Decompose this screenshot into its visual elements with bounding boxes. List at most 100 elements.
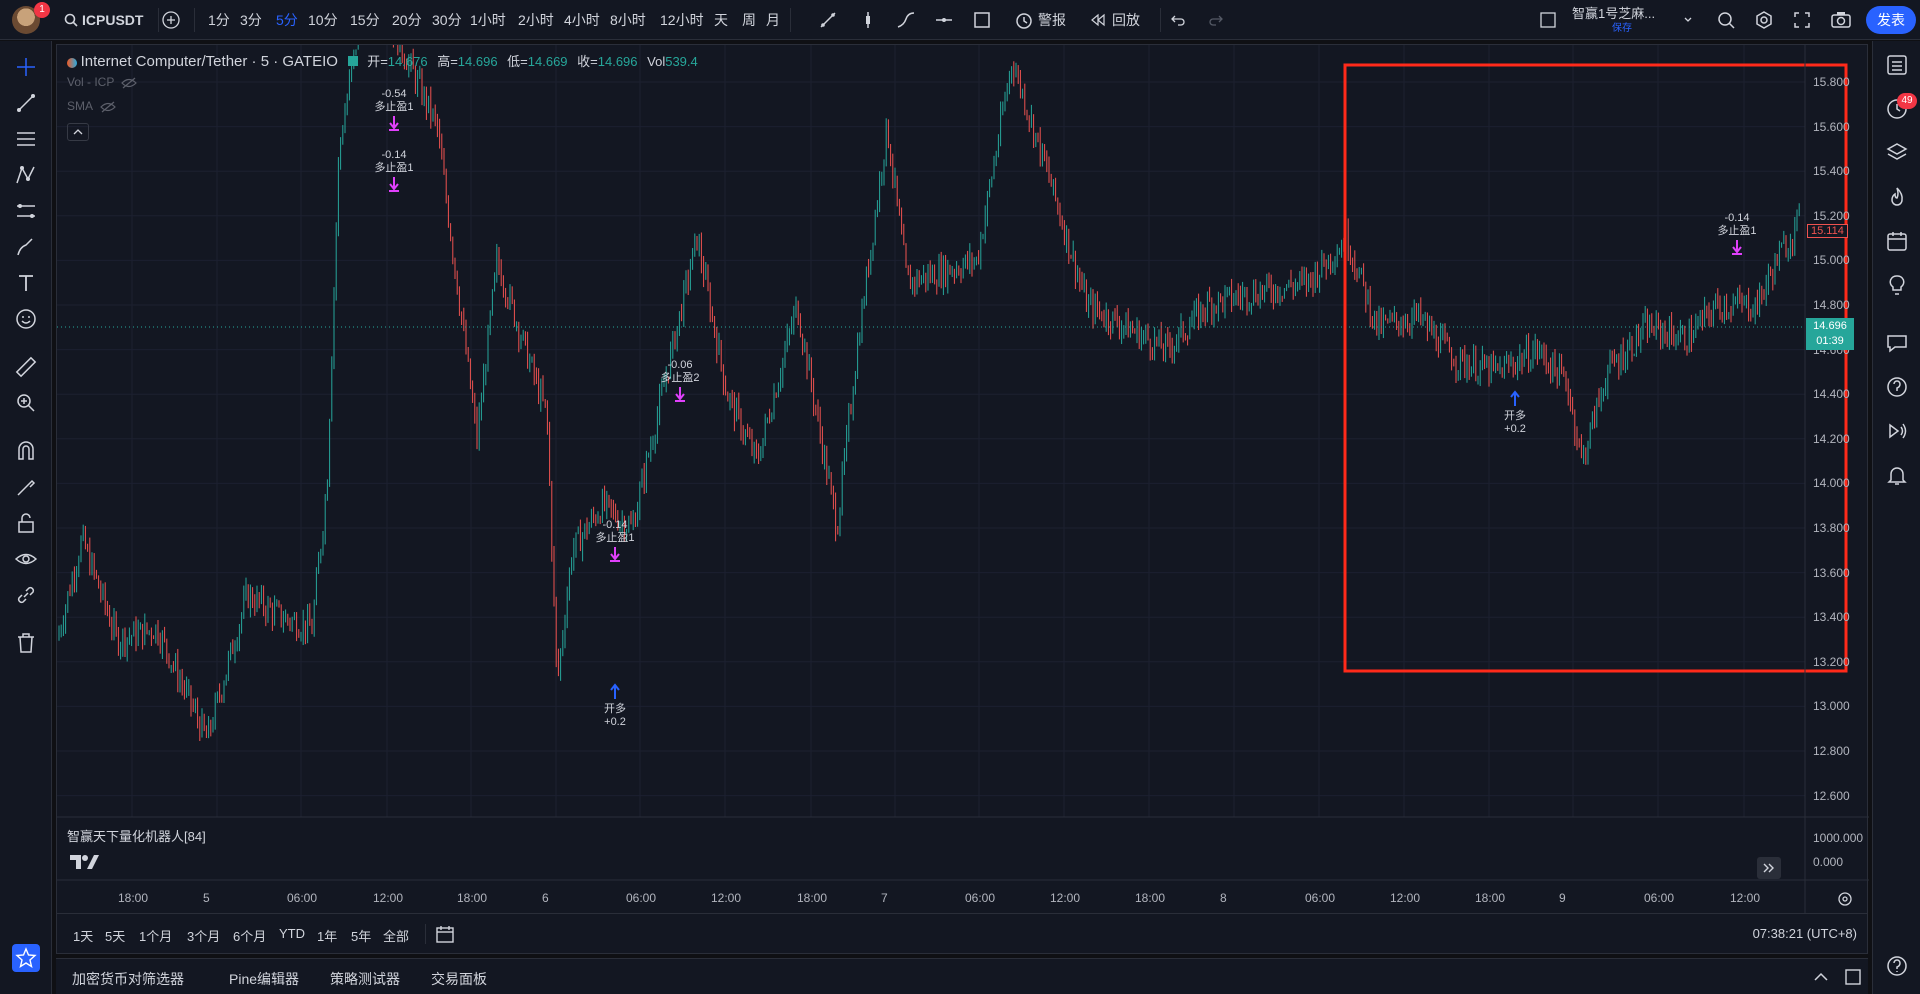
trendline-icon[interactable] <box>818 10 838 30</box>
range-button-4[interactable]: 6个月 <box>233 929 267 944</box>
range-button-7[interactable]: 5年 <box>351 929 372 944</box>
ideas-bulb-icon[interactable] <box>1885 273 1909 297</box>
favorites-button[interactable] <box>12 944 40 972</box>
eye-off-icon[interactable] <box>121 77 138 89</box>
chart-pane[interactable]: Internet Computer/Tether · 5 · GATEIO 开=… <box>56 44 1869 915</box>
replay-button[interactable]: 回放 <box>1112 12 1140 28</box>
forecast-tool-icon[interactable] <box>14 199 38 223</box>
indicator-sma[interactable]: SMA <box>67 99 116 113</box>
interval-7[interactable]: 1小时 <box>470 12 506 28</box>
chevron-down-icon[interactable] <box>1683 15 1693 25</box>
redo-icon[interactable] <box>1208 12 1224 28</box>
curve-icon[interactable] <box>896 10 916 30</box>
indicator-volume[interactable]: Vol - ICP <box>67 75 138 89</box>
emoji-icon[interactable] <box>14 307 38 331</box>
strategy-name[interactable]: 智赢1号芝麻... <box>1572 6 1656 21</box>
interval-0[interactable]: 1分 <box>208 12 230 28</box>
zoom-in-icon[interactable] <box>14 391 38 415</box>
fib-tool-icon[interactable] <box>14 127 38 151</box>
scroll-to-realtime-button[interactable] <box>1757 857 1781 879</box>
calendar-icon[interactable] <box>1885 229 1909 253</box>
streams-icon[interactable] <box>1885 375 1909 399</box>
eye-off-icon[interactable] <box>99 101 116 113</box>
chevron-up-icon[interactable] <box>1812 969 1830 985</box>
marker-line-1: 开多 <box>604 703 626 715</box>
magnet-icon[interactable] <box>14 439 38 463</box>
add-symbol-icon[interactable] <box>162 11 180 29</box>
crosshair-icon[interactable] <box>14 55 38 79</box>
interval-9[interactable]: 4小时 <box>564 12 600 28</box>
candlestick-chart[interactable] <box>57 45 1869 915</box>
timezone-clock[interactable]: 07:38:21 (UTC+8) <box>1752 926 1857 941</box>
interval-13[interactable]: 周 <box>742 12 756 28</box>
indicator-pane-title[interactable]: 智赢天下量化机器人[84] <box>67 829 206 844</box>
alert-button[interactable]: 警报 <box>1038 12 1066 28</box>
take-profit-arrow <box>1732 240 1742 255</box>
range-button-0[interactable]: 1天 <box>73 929 94 944</box>
symbol-search[interactable]: ICPUSDT <box>82 12 144 28</box>
bell-icon[interactable] <box>1885 463 1909 487</box>
alarm-clock-icon[interactable] <box>1014 10 1034 30</box>
interval-2[interactable]: 5分 <box>276 12 298 28</box>
calendar-goto-icon[interactable] <box>435 924 455 944</box>
interval-3[interactable]: 10分 <box>308 12 338 28</box>
pane-tick-high: 1000.000 <box>1813 831 1864 845</box>
replay-icon[interactable] <box>1090 12 1106 28</box>
text-tool-icon[interactable] <box>14 271 38 295</box>
time-tick: 06:00 <box>965 891 996 905</box>
marker-line-2: 多止盈2 <box>660 372 700 384</box>
bottom-tab-0[interactable]: 加密货币对筛选器 <box>72 971 184 987</box>
price-tick: 13.400 <box>1813 610 1850 625</box>
range-button-3[interactable]: 3个月 <box>187 929 221 944</box>
lock-drawing-icon[interactable] <box>14 475 38 499</box>
quick-search-icon[interactable] <box>1716 10 1736 30</box>
hotlist-fire-icon[interactable] <box>1885 185 1909 209</box>
interval-1[interactable]: 3分 <box>240 12 262 28</box>
candle-type-icon[interactable] <box>858 10 878 30</box>
search-icon[interactable] <box>64 13 78 27</box>
range-button-1[interactable]: 5天 <box>105 929 126 944</box>
layers-icon[interactable] <box>1885 141 1909 165</box>
link-icon[interactable] <box>14 583 38 607</box>
chat-icon[interactable] <box>1885 331 1909 355</box>
eye-icon[interactable] <box>14 547 38 571</box>
fullscreen-icon[interactable] <box>1792 10 1812 30</box>
range-button-5[interactable]: YTD <box>279 926 305 941</box>
unlock-icon[interactable] <box>14 511 38 535</box>
help-icon[interactable] <box>1885 954 1909 978</box>
ruler-icon[interactable] <box>14 355 38 379</box>
interval-14[interactable]: 月 <box>766 12 780 28</box>
interval-5[interactable]: 20分 <box>392 12 422 28</box>
highlight-box <box>1343 63 1848 673</box>
range-button-2[interactable]: 1个月 <box>139 929 173 944</box>
interval-10[interactable]: 8小时 <box>610 12 646 28</box>
interval-4[interactable]: 15分 <box>350 12 380 28</box>
axis-settings-icon[interactable] <box>1837 891 1853 907</box>
rectangle-icon[interactable] <box>972 10 992 30</box>
collapse-legend-button[interactable] <box>67 123 89 141</box>
maximize-panel-icon[interactable] <box>1844 968 1862 986</box>
symbol-title[interactable]: Internet Computer/Tether · 5 · GATEIO <box>80 53 338 70</box>
bottom-tab-2[interactable]: 策略测试器 <box>330 971 400 987</box>
horizontal-line-icon[interactable] <box>934 10 954 30</box>
interval-6[interactable]: 30分 <box>432 12 462 28</box>
camera-icon[interactable] <box>1830 10 1852 30</box>
trendline-tool-icon[interactable] <box>14 91 38 115</box>
brush-icon[interactable] <box>14 235 38 259</box>
layout-icon[interactable] <box>1540 12 1556 28</box>
interval-8[interactable]: 2小时 <box>518 12 554 28</box>
interval-11[interactable]: 12小时 <box>660 12 704 28</box>
undo-icon[interactable] <box>1170 12 1186 28</box>
pattern-tool-icon[interactable] <box>14 163 38 187</box>
settings-icon[interactable] <box>1754 10 1774 30</box>
broadcast-icon[interactable] <box>1885 419 1909 443</box>
publish-button[interactable]: 发表 <box>1866 6 1916 34</box>
interval-12[interactable]: 天 <box>714 12 728 28</box>
bottom-tab-3[interactable]: 交易面板 <box>431 971 487 987</box>
watchlist-icon[interactable] <box>1885 53 1909 77</box>
price-tick: 15.600 <box>1813 119 1850 134</box>
range-button-6[interactable]: 1年 <box>317 929 338 944</box>
trash-icon[interactable] <box>14 631 38 655</box>
range-button-8[interactable]: 全部 <box>383 929 410 944</box>
bottom-tab-1[interactable]: Pine编辑器 <box>229 971 300 987</box>
